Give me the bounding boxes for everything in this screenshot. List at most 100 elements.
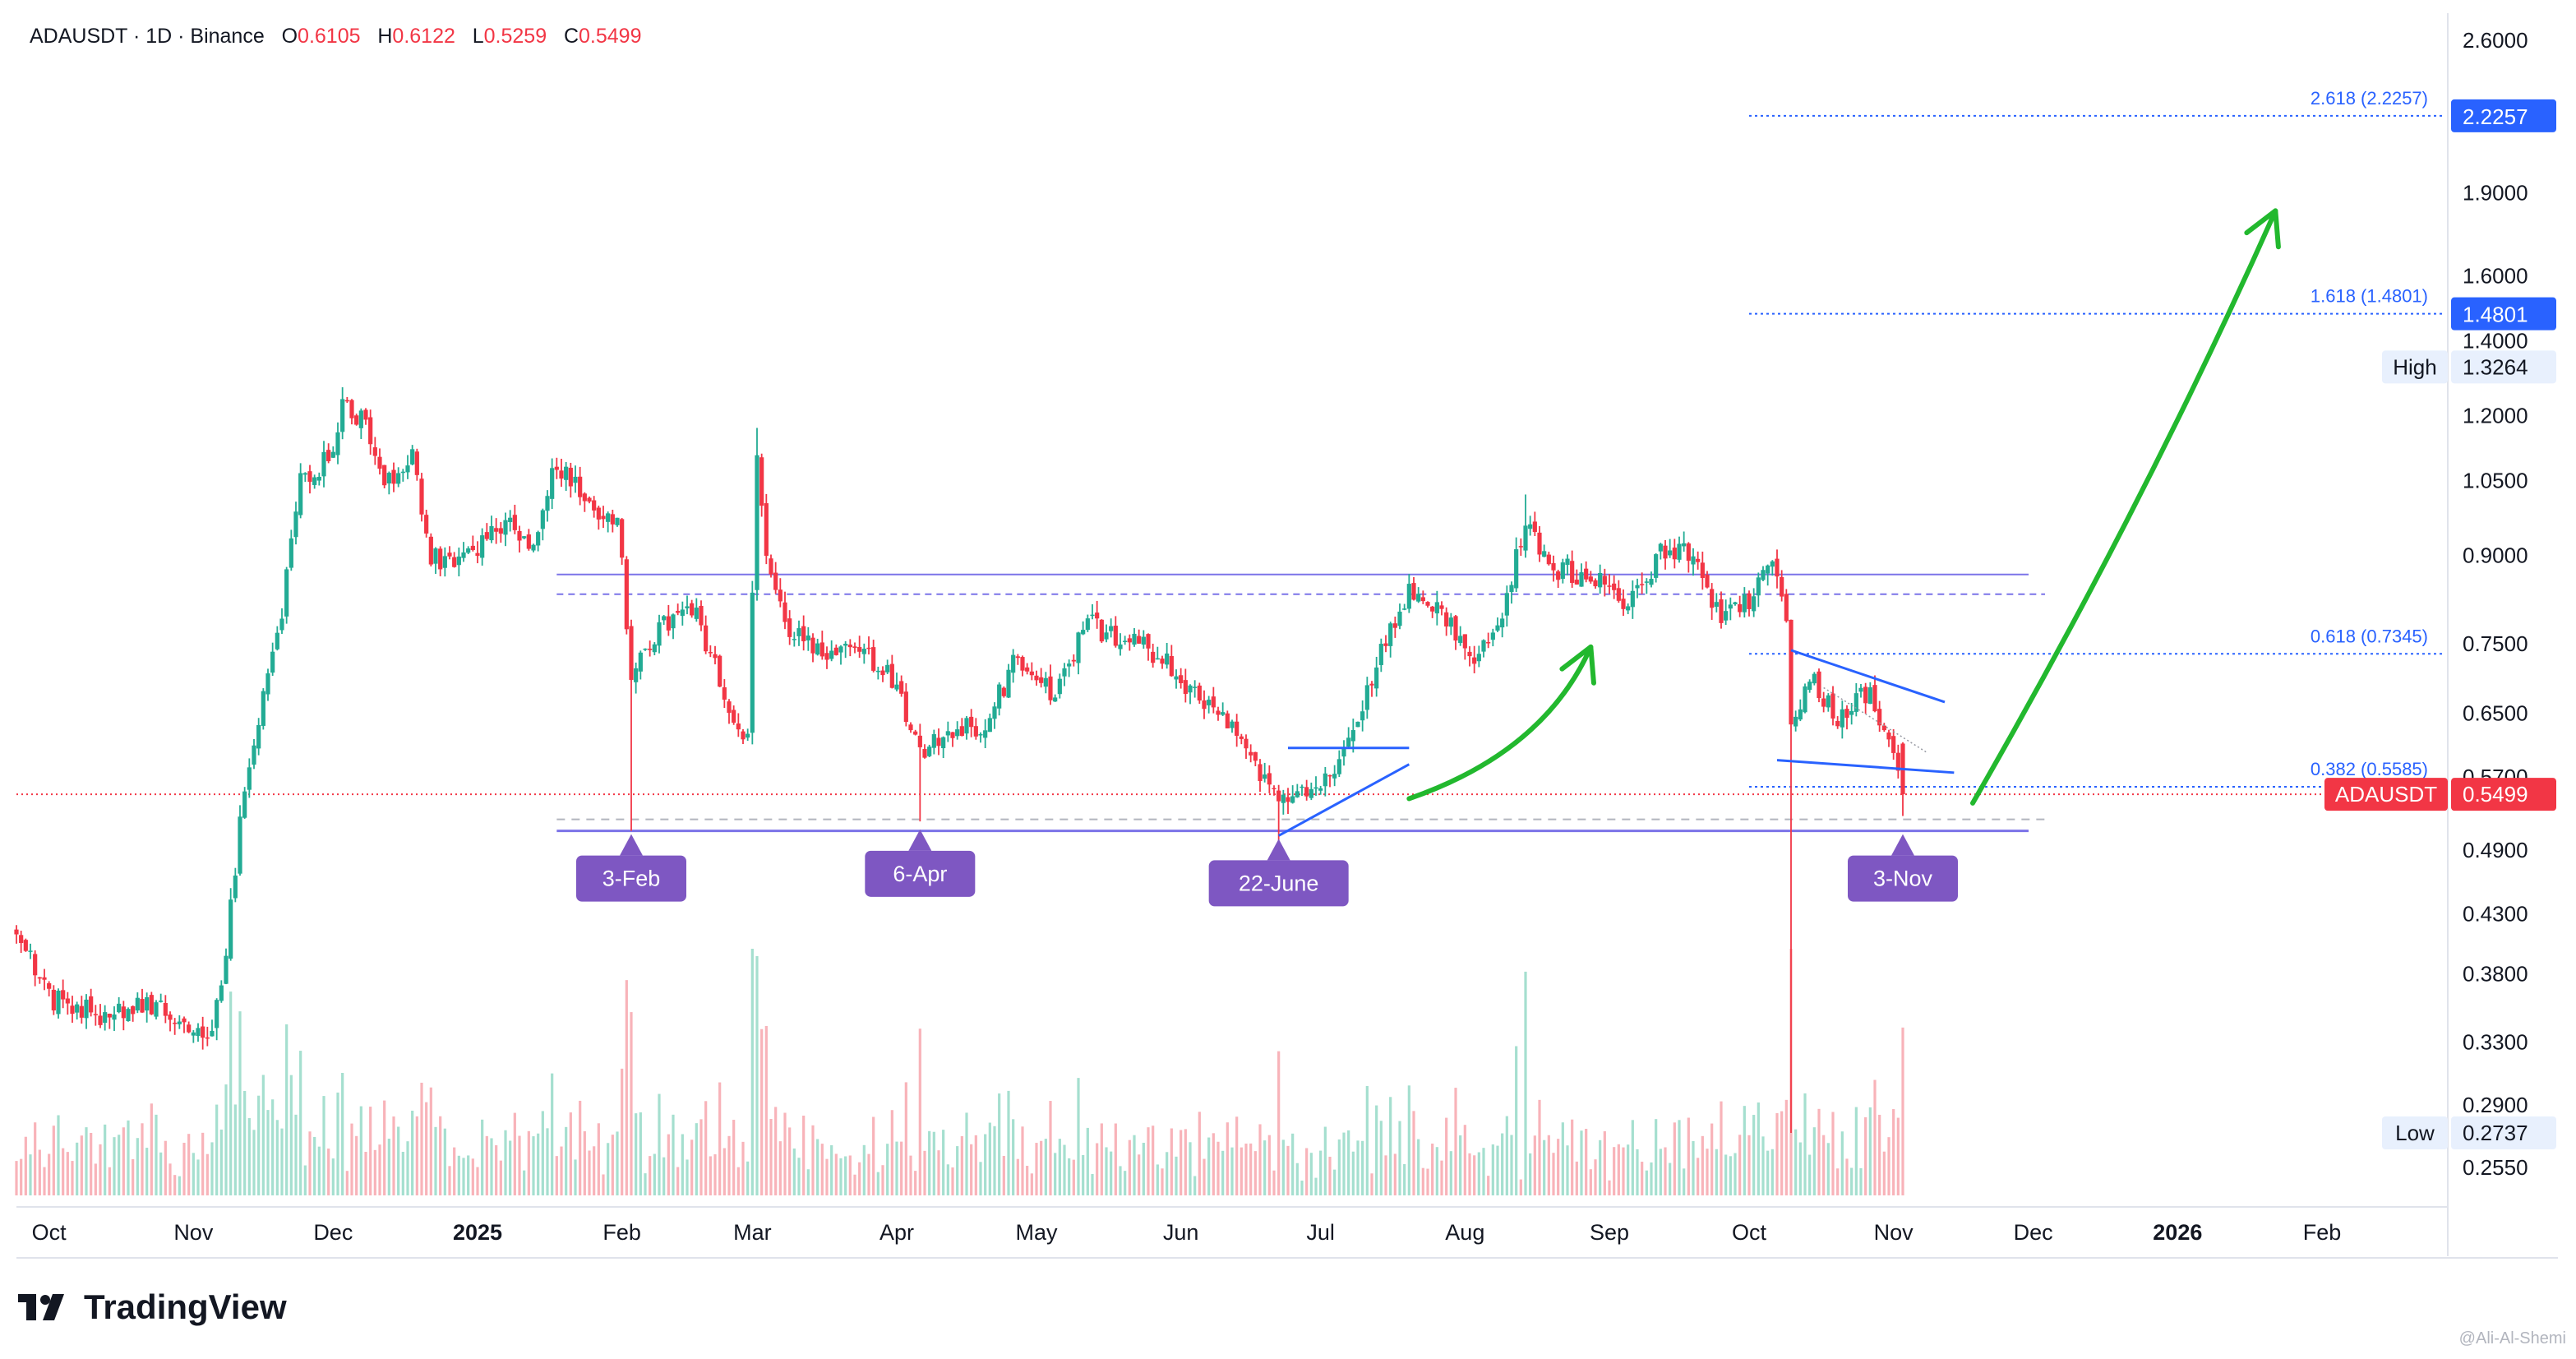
time-tick-label: 2026 [2153, 1220, 2202, 1245]
candle-body [270, 651, 275, 673]
volume-bar [704, 1101, 708, 1195]
candle-body [405, 465, 410, 473]
candle-body [1286, 797, 1290, 802]
volume-bar [1124, 1171, 1127, 1195]
candle-body [354, 415, 359, 425]
candle-body [210, 1030, 215, 1037]
volume-bar [52, 1126, 55, 1195]
candle-body [764, 503, 769, 557]
candle-body [838, 646, 843, 653]
candle-body [1504, 593, 1509, 616]
volume-bar [1850, 1167, 1854, 1195]
candle-body [1323, 773, 1327, 787]
callout-pointer [620, 834, 643, 856]
volume-bar [853, 1174, 856, 1195]
candle-body [1183, 680, 1188, 695]
candle-body [51, 989, 56, 1010]
candle-body [456, 556, 461, 566]
price-tick-label: 0.2900 [2463, 1093, 2528, 1117]
candle-body [634, 668, 639, 682]
volume-bar [1845, 1158, 1849, 1195]
candle-body [1602, 575, 1607, 585]
candle-body [1728, 604, 1733, 609]
candle-body [1630, 590, 1635, 608]
volume-bar [1152, 1126, 1155, 1195]
volume-bar [1040, 1140, 1043, 1195]
candle-body [1076, 632, 1081, 663]
candle-body [699, 605, 704, 626]
volume-bar [252, 1130, 256, 1195]
candle-body [652, 644, 657, 653]
candle-body [819, 642, 824, 657]
callout-pointer [1891, 834, 1914, 856]
candle-body [131, 1005, 136, 1015]
volume-bar [1072, 1159, 1075, 1195]
volume-bar [1351, 1151, 1355, 1195]
volume-bar [247, 1118, 251, 1195]
volume-bar [1128, 1139, 1131, 1195]
candle-body [685, 606, 690, 608]
candle-body [1006, 669, 1011, 698]
candle-body [573, 476, 578, 483]
volume-bar [1538, 1099, 1541, 1195]
high-value: 0.6122 [392, 25, 455, 48]
candle-body [293, 511, 298, 538]
price-tick-label: 2.6000 [2463, 28, 2528, 53]
volume-bar [1389, 1097, 1392, 1195]
candle-body [680, 609, 685, 617]
volume-bar [1701, 1135, 1704, 1195]
candle-body [289, 538, 293, 568]
low-value: 0.5259 [483, 25, 547, 48]
volume-bar [1026, 1166, 1029, 1195]
author-watermark: @Ali-Al-Shemi [2458, 1329, 2566, 1347]
volume-bar [848, 1155, 852, 1195]
volume-bar [1724, 1154, 1728, 1195]
candle-body [606, 513, 611, 522]
volume-bar [38, 1149, 41, 1195]
volume-bar [1650, 1162, 1653, 1195]
candle-body [14, 929, 19, 935]
volume-bar [602, 1174, 605, 1195]
candle-body [582, 493, 587, 502]
volume-bar [1627, 1144, 1630, 1195]
volume-bar [150, 1103, 153, 1195]
volume-bar [1161, 1168, 1164, 1195]
volume-bar [490, 1138, 493, 1195]
candle-body [330, 451, 335, 458]
tradingview-logo[interactable]: TradingView [18, 1287, 287, 1327]
candle-body [643, 648, 648, 650]
volume-bar [1133, 1135, 1136, 1195]
candle-body [638, 652, 643, 672]
volume-bar [509, 1140, 512, 1195]
volume-bar [942, 1130, 945, 1195]
volume-bar [1170, 1128, 1173, 1195]
volume-bar [1272, 1170, 1276, 1195]
volume-bar [1655, 1119, 1658, 1195]
volume-bar [20, 1158, 23, 1195]
volume-bar [1585, 1129, 1588, 1195]
candle-body [1155, 658, 1160, 660]
volume-bar [1021, 1126, 1024, 1195]
candle-body [1514, 549, 1519, 589]
volume-bar [1012, 1119, 1015, 1195]
candle-body [1593, 580, 1598, 587]
volume-bar [1780, 1111, 1784, 1195]
volume-bar [1571, 1119, 1574, 1195]
volume-bar [914, 1171, 917, 1195]
volume-bar [29, 1154, 32, 1195]
volume-bar [1664, 1147, 1667, 1195]
volume-bar [24, 1136, 27, 1195]
candle-body [335, 432, 340, 455]
volume-bar [1887, 1137, 1890, 1195]
candle-body [1341, 747, 1346, 757]
price-tick-label: 0.7500 [2463, 631, 2528, 656]
candle-body [205, 1037, 210, 1039]
candle-body [19, 935, 24, 944]
callout-pointer [1267, 839, 1290, 861]
volume-bar [1812, 1127, 1816, 1195]
wedge-lower-line [1776, 759, 1955, 774]
candle-body [578, 476, 583, 497]
callout-22-june: 22-June [1208, 839, 1349, 907]
volume-bar [1235, 1116, 1239, 1195]
